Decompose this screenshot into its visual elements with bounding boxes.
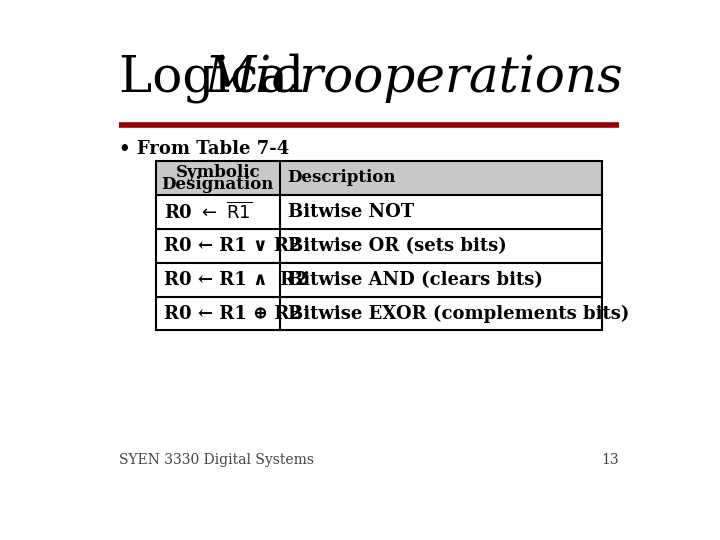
Text: Bitwise AND (clears bits): Bitwise AND (clears bits): [287, 271, 542, 288]
Text: R0 ← R1 ⊕ R2: R0 ← R1 ⊕ R2: [163, 305, 302, 322]
Text: 13: 13: [601, 453, 618, 467]
Text: Bitwise EXOR (complements bits): Bitwise EXOR (complements bits): [287, 305, 629, 322]
Text: R0 ← R1 ∨ R2: R0 ← R1 ∨ R2: [163, 237, 301, 255]
Text: Description: Description: [287, 170, 396, 186]
Text: Symbolic: Symbolic: [176, 164, 260, 181]
Text: Designation: Designation: [162, 176, 274, 193]
Text: Microoperations: Microoperations: [204, 54, 624, 103]
Text: R0 $\leftarrow$ $\overline{\mathrm{R1}}$: R0 $\leftarrow$ $\overline{\mathrm{R1}}$: [163, 201, 252, 222]
Text: R0 ← R1 ∧  R2: R0 ← R1 ∧ R2: [163, 271, 307, 288]
Text: Logical: Logical: [120, 53, 320, 103]
Text: SYEN 3330 Digital Systems: SYEN 3330 Digital Systems: [120, 453, 315, 467]
Bar: [156, 161, 601, 330]
Bar: [156, 161, 601, 195]
Text: Bitwise NOT: Bitwise NOT: [287, 203, 414, 221]
Text: Bitwise OR (sets bits): Bitwise OR (sets bits): [287, 237, 506, 255]
Text: • From Table 7-4: • From Table 7-4: [120, 140, 289, 158]
